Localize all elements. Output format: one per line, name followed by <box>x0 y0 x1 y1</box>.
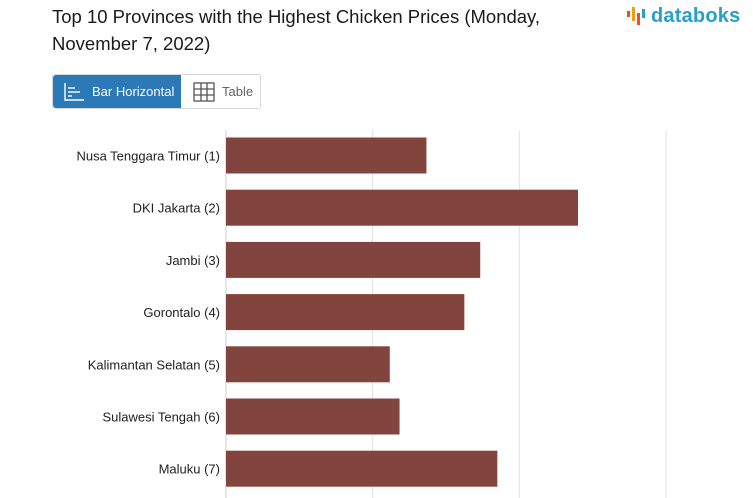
bar-5[interactable] <box>226 346 390 383</box>
bar-horizontal-button[interactable]: Bar Horizontal <box>53 75 181 108</box>
bar-4[interactable] <box>226 294 465 331</box>
category-label-3: Jambi (3) <box>166 253 220 268</box>
category-label-5: Kalimantan Selatan (5) <box>88 357 220 372</box>
databoks-logo-icon <box>627 7 645 25</box>
category-label-6: Sulawesi Tengah (6) <box>102 410 220 425</box>
category-label-2: DKI Jakarta (2) <box>133 201 220 216</box>
bar-horizontal-label: Bar Horizontal <box>92 84 175 99</box>
category-label-4: Gorontalo (4) <box>143 305 220 320</box>
table-button[interactable]: Table <box>181 75 253 108</box>
chart-title: Top 10 Provinces with the Highest Chicke… <box>52 3 592 57</box>
table-grid-icon <box>193 81 215 102</box>
category-label-1: Nusa Tenggara Timur (1) <box>76 149 220 164</box>
bar-chart-icon <box>64 82 84 101</box>
bar-3[interactable] <box>226 241 481 278</box>
bar-7[interactable] <box>226 450 498 487</box>
bar-1[interactable] <box>226 137 427 174</box>
title-line-1: Top 10 Provinces with the Highest Chicke… <box>52 6 541 27</box>
category-label-7: Maluku (7) <box>159 462 220 477</box>
view-toggle: Bar Horizontal Table <box>52 74 261 109</box>
table-label: Table <box>222 84 254 99</box>
bar-2[interactable] <box>226 189 578 226</box>
title-line-2: November 7, 2022) <box>52 33 211 54</box>
bar-6[interactable] <box>226 398 400 435</box>
brand-logo: databoks <box>626 4 740 28</box>
brand-name: databoks <box>651 4 741 27</box>
